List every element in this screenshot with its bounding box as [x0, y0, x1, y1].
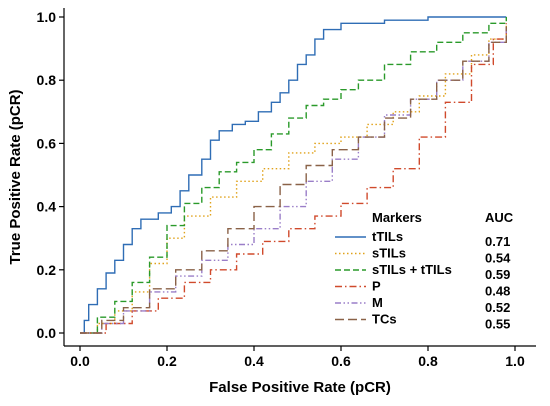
legend-auc-m: 0.52 — [485, 300, 510, 315]
axes: 0.0 0.2 0.4 0.6 0.8 1.0 0.0 0.2 0.4 0.6 0.8 1.0 — [37, 8, 536, 369]
roc-curve-p — [80, 23, 507, 334]
legend-header-markers: Markers — [372, 210, 422, 225]
legend: Markers AUC tTILs 0.71 sTILs 0.54 sTILs + tT… — [335, 210, 514, 332]
roc-curve-m — [80, 26, 507, 334]
legend-label-tcs: TCs — [372, 312, 397, 327]
roc-curve-stils-ttils — [80, 17, 507, 334]
x-tick-label: 0.2 — [157, 353, 177, 369]
x-tick-label: 0.8 — [418, 353, 438, 369]
legend-label-p: P — [372, 279, 381, 294]
y-tick-label: 0.8 — [37, 72, 57, 88]
x-tick-label: 0.4 — [244, 353, 264, 369]
x-tick-label: 0.6 — [331, 353, 351, 369]
roc-curve-tcs — [80, 26, 507, 334]
x-axis-title: False Positive Rate (pCR) — [209, 379, 391, 396]
y-axis-title: True Positive Rate (pCR) — [7, 89, 24, 264]
roc-curve-ttils — [80, 16, 507, 334]
y-tick-label: 0.4 — [37, 199, 57, 215]
legend-label-m: M — [372, 295, 383, 310]
plot-area — [80, 16, 507, 334]
legend-auc-stils-ttils: 0.59 — [485, 267, 510, 282]
y-tick-label: 1.0 — [37, 9, 57, 25]
x-axis-ticks: 0.0 0.2 0.4 0.6 0.8 1.0 — [70, 346, 525, 369]
legend-auc-stils: 0.54 — [485, 251, 511, 266]
legend-auc-ttils: 0.71 — [485, 234, 510, 249]
y-tick-label: 0.0 — [37, 325, 57, 341]
legend-auc-tcs: 0.55 — [485, 317, 510, 332]
x-tick-label: 1.0 — [505, 353, 525, 369]
roc-curve-stils — [80, 23, 507, 334]
y-tick-label: 0.2 — [37, 262, 57, 278]
legend-auc-p: 0.48 — [485, 284, 510, 299]
legend-header-auc: AUC — [485, 210, 514, 225]
y-tick-label: 0.6 — [37, 135, 57, 151]
y-axis-ticks: 0.0 0.2 0.4 0.6 0.8 1.0 — [37, 9, 64, 341]
legend-label-stils: sTILs — [372, 246, 406, 261]
legend-label-stils-ttils: sTILs + tTILs — [372, 262, 452, 277]
x-tick-label: 0.0 — [70, 353, 90, 369]
legend-label-ttils: tTILs — [372, 229, 403, 244]
